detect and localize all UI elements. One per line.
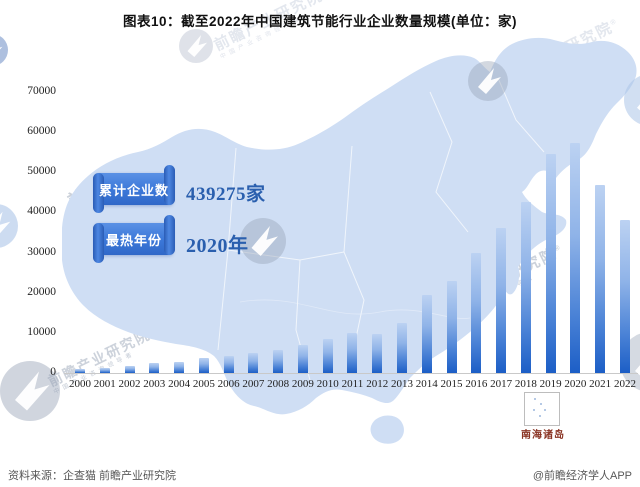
x-axis-label-2016: 2016	[465, 378, 488, 390]
source-note: 资料来源：企查猫 前瞻产业研究院	[8, 470, 177, 482]
x-axis-label-2019: 2019	[539, 378, 562, 390]
bar-2015	[446, 280, 457, 374]
x-axis-label-2000: 2000	[69, 378, 91, 390]
cumulative-count-value: 439275家	[186, 184, 266, 205]
bar-2004	[174, 361, 185, 374]
x-axis-label-2014: 2014	[415, 378, 438, 390]
bar-2022	[619, 220, 630, 374]
south-china-sea-inset-box	[524, 392, 560, 426]
x-axis-label-2001: 2001	[93, 378, 116, 390]
bar-2002	[124, 366, 135, 374]
credit-note: @前瞻经济学人APP	[532, 470, 632, 482]
bar-2019	[545, 154, 556, 374]
hottest-year-label: 最热年份	[105, 232, 162, 248]
bar-2011	[347, 332, 358, 374]
bar-2008	[273, 349, 284, 374]
y-axis-tick-10000: 10000	[27, 326, 56, 339]
hottest-year-value: 2020年	[186, 235, 249, 257]
hainan-island-shape	[370, 415, 404, 444]
x-axis-label-2020: 2020	[564, 378, 587, 390]
x-axis-label-2010: 2010	[316, 378, 339, 390]
bar-2013	[397, 322, 407, 374]
x-axis-label-2015: 2015	[440, 378, 463, 390]
bar-2007	[248, 353, 259, 374]
x-axis-label-2018: 2018	[514, 378, 537, 390]
y-axis-tick-20000: 20000	[27, 285, 56, 298]
hottest-year-ribbon: 最热年份	[93, 215, 175, 263]
x-axis-line	[64, 373, 638, 374]
bar-2020	[570, 142, 581, 374]
x-axis-label-2013: 2013	[391, 378, 413, 390]
bar-2014	[421, 294, 432, 374]
y-axis-tick-60000: 60000	[27, 124, 56, 137]
bar-2003	[149, 362, 160, 374]
bar-2005	[198, 358, 209, 374]
footer: 资料来源：企查猫 前瞻产业研究院 @前瞻经济学人APP	[0, 465, 640, 483]
y-axis-tick-30000: 30000	[27, 245, 56, 258]
bar-2009	[297, 345, 308, 374]
x-axis-label-2017: 2017	[490, 378, 513, 390]
x-axis-label-2012: 2012	[366, 378, 389, 390]
x-axis-label-2004: 2004	[168, 378, 191, 390]
bar-2012	[372, 333, 383, 374]
bar-2021	[595, 184, 606, 374]
bar-2018	[520, 201, 531, 374]
x-axis-label-2005: 2005	[192, 378, 215, 390]
x-axis-label-2021: 2021	[589, 378, 612, 390]
bar-2006	[223, 356, 234, 374]
cumulative-count-ribbon: 累计企业数	[93, 165, 175, 213]
china-mainland-shape	[62, 37, 637, 415]
chart-title: 图表10：截至2022年中国建筑节能行业企业数量规模(单位：家)	[122, 14, 518, 29]
x-axis-label-2007: 2007	[242, 378, 265, 390]
x-axis-label-2003: 2003	[143, 378, 166, 390]
inset-islands-dots	[533, 398, 546, 417]
bar-2017	[496, 227, 507, 374]
bar-2000	[75, 369, 85, 374]
bar-2001	[99, 368, 110, 374]
y-axis-tick-70000: 70000	[27, 84, 56, 97]
x-axis-label-2009: 2009	[291, 378, 314, 390]
south-china-sea-label: 南海诸岛	[521, 430, 565, 441]
x-axis-label-2006: 2006	[217, 378, 240, 390]
x-axis-label-2002: 2002	[118, 378, 141, 390]
taiwan-island-shape	[504, 262, 520, 295]
x-axis-label-2011: 2011	[341, 378, 364, 390]
y-axis-tick-40000: 40000	[27, 205, 56, 218]
bar-2016	[471, 252, 482, 374]
cumulative-count-label: 累计企业数	[98, 182, 169, 198]
y-axis-tick-50000: 50000	[27, 165, 56, 178]
bar-2010	[322, 339, 333, 374]
x-axis-label-2008: 2008	[267, 378, 290, 390]
